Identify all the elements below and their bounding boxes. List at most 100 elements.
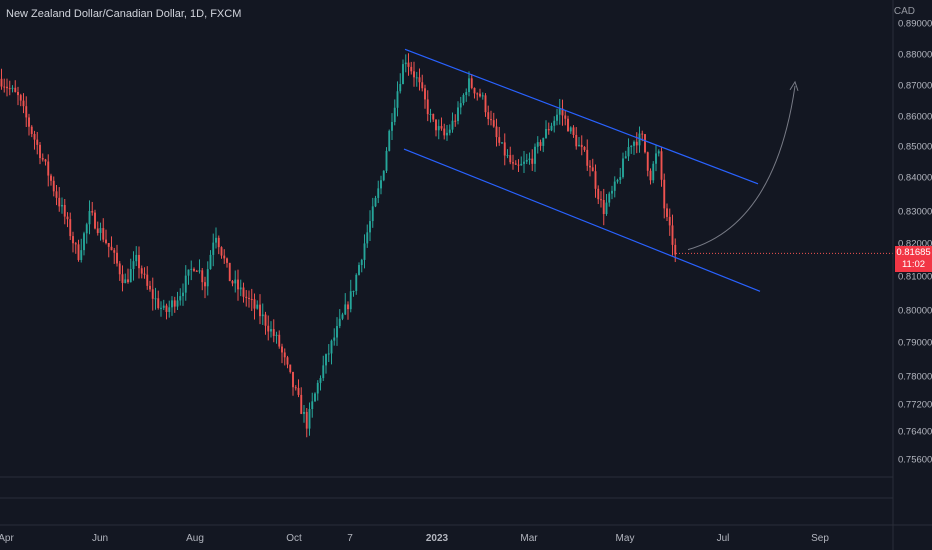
candle-body (674, 244, 677, 255)
candle-body (289, 364, 292, 372)
candle-body (473, 87, 476, 94)
candle-body (624, 156, 627, 159)
candle-body (388, 130, 391, 151)
candle-body (3, 86, 6, 88)
candle-body (349, 291, 352, 310)
candle-body (550, 125, 553, 131)
time-axis: Apr Jun Aug Oct 7 2023 Mar May Jul Sep (0, 533, 829, 544)
candle-body (190, 268, 193, 270)
price-tick-label: 0.81000 (898, 272, 932, 283)
candle-body (360, 259, 363, 266)
candle-body (113, 250, 116, 253)
candle-body (151, 289, 154, 299)
candle-body (102, 228, 105, 240)
candle-body (215, 237, 217, 243)
candle-body (61, 205, 63, 207)
candle-body (451, 120, 454, 130)
price-tick-label: 0.85000 (898, 142, 932, 153)
candle-body (267, 325, 270, 332)
candle-body (429, 113, 432, 115)
candle-body (121, 274, 124, 284)
candle-body (553, 120, 556, 126)
candle-body (336, 326, 338, 338)
candle-body (14, 87, 17, 92)
candle-body (30, 126, 33, 134)
candle-body (149, 285, 151, 290)
candle-body (91, 211, 94, 213)
candle-body (85, 224, 88, 234)
candle-body (355, 274, 358, 291)
candle-body (545, 129, 547, 139)
candle-body (193, 268, 195, 271)
candle-body (393, 107, 396, 122)
candle-body (671, 225, 674, 245)
candle-body (608, 193, 611, 203)
candle-body (402, 64, 404, 85)
candle-body (380, 180, 382, 189)
candle-body (487, 112, 490, 120)
candle-body (437, 126, 440, 131)
candle-body (589, 165, 591, 168)
candle-body (597, 188, 600, 200)
drawings-group (403, 48, 893, 292)
candle-body (333, 337, 336, 341)
candle-body (322, 365, 325, 379)
candle-body (138, 254, 140, 269)
currency-label: CAD (893, 6, 915, 17)
candle-body (314, 393, 316, 402)
candle-body (319, 378, 322, 383)
candle-body (300, 394, 303, 414)
candle-body (19, 95, 22, 101)
candle-body (83, 233, 85, 251)
candle-body (404, 62, 407, 65)
candle-body (492, 120, 495, 127)
candle-body (165, 305, 168, 312)
candle-body (129, 269, 132, 283)
candle-body (28, 117, 30, 127)
time-tick-label: Sep (811, 533, 829, 544)
candle-body (514, 163, 517, 165)
candle-body (517, 164, 520, 166)
candle-body (206, 269, 209, 287)
price-tick-label: 0.89000 (898, 19, 932, 30)
candle-body (413, 71, 415, 78)
price-axis: 0.89000 0.88000 0.87000 0.86000 0.85000 0.840… (898, 19, 932, 466)
candle-body (275, 334, 278, 336)
candle-body (270, 329, 272, 332)
candle-body (259, 304, 261, 317)
candle-body (168, 307, 171, 312)
candle-body (377, 188, 380, 198)
candle-body (248, 297, 250, 299)
candle-body (69, 219, 72, 237)
candle-body (162, 305, 165, 308)
candle-body (440, 126, 443, 129)
candle-body (468, 78, 470, 93)
candle-body (217, 237, 220, 248)
last-price-value: 0.81685 (896, 247, 931, 258)
candle-body (459, 103, 462, 108)
time-tick-label: May (616, 533, 635, 544)
candle-body (74, 243, 77, 245)
candle-body (594, 171, 597, 189)
candle-body (432, 113, 435, 120)
candle-body (8, 88, 11, 90)
candle-body (176, 300, 179, 307)
candle-body (663, 179, 666, 209)
candle-body (454, 120, 457, 122)
candle-body (124, 279, 127, 284)
candle-body (99, 228, 102, 233)
candle-body (547, 129, 550, 131)
candle-body (385, 150, 388, 171)
candle-body (484, 95, 487, 113)
candle-body (22, 100, 25, 107)
candle-body (523, 161, 525, 164)
candle-body (256, 304, 259, 309)
candle-body (578, 144, 580, 147)
candle-body (311, 401, 314, 410)
candle-body (36, 139, 39, 145)
time-tick-label: 7 (347, 533, 353, 544)
candle-body (316, 382, 319, 394)
candle-body (575, 135, 578, 147)
candle-body (539, 142, 542, 146)
